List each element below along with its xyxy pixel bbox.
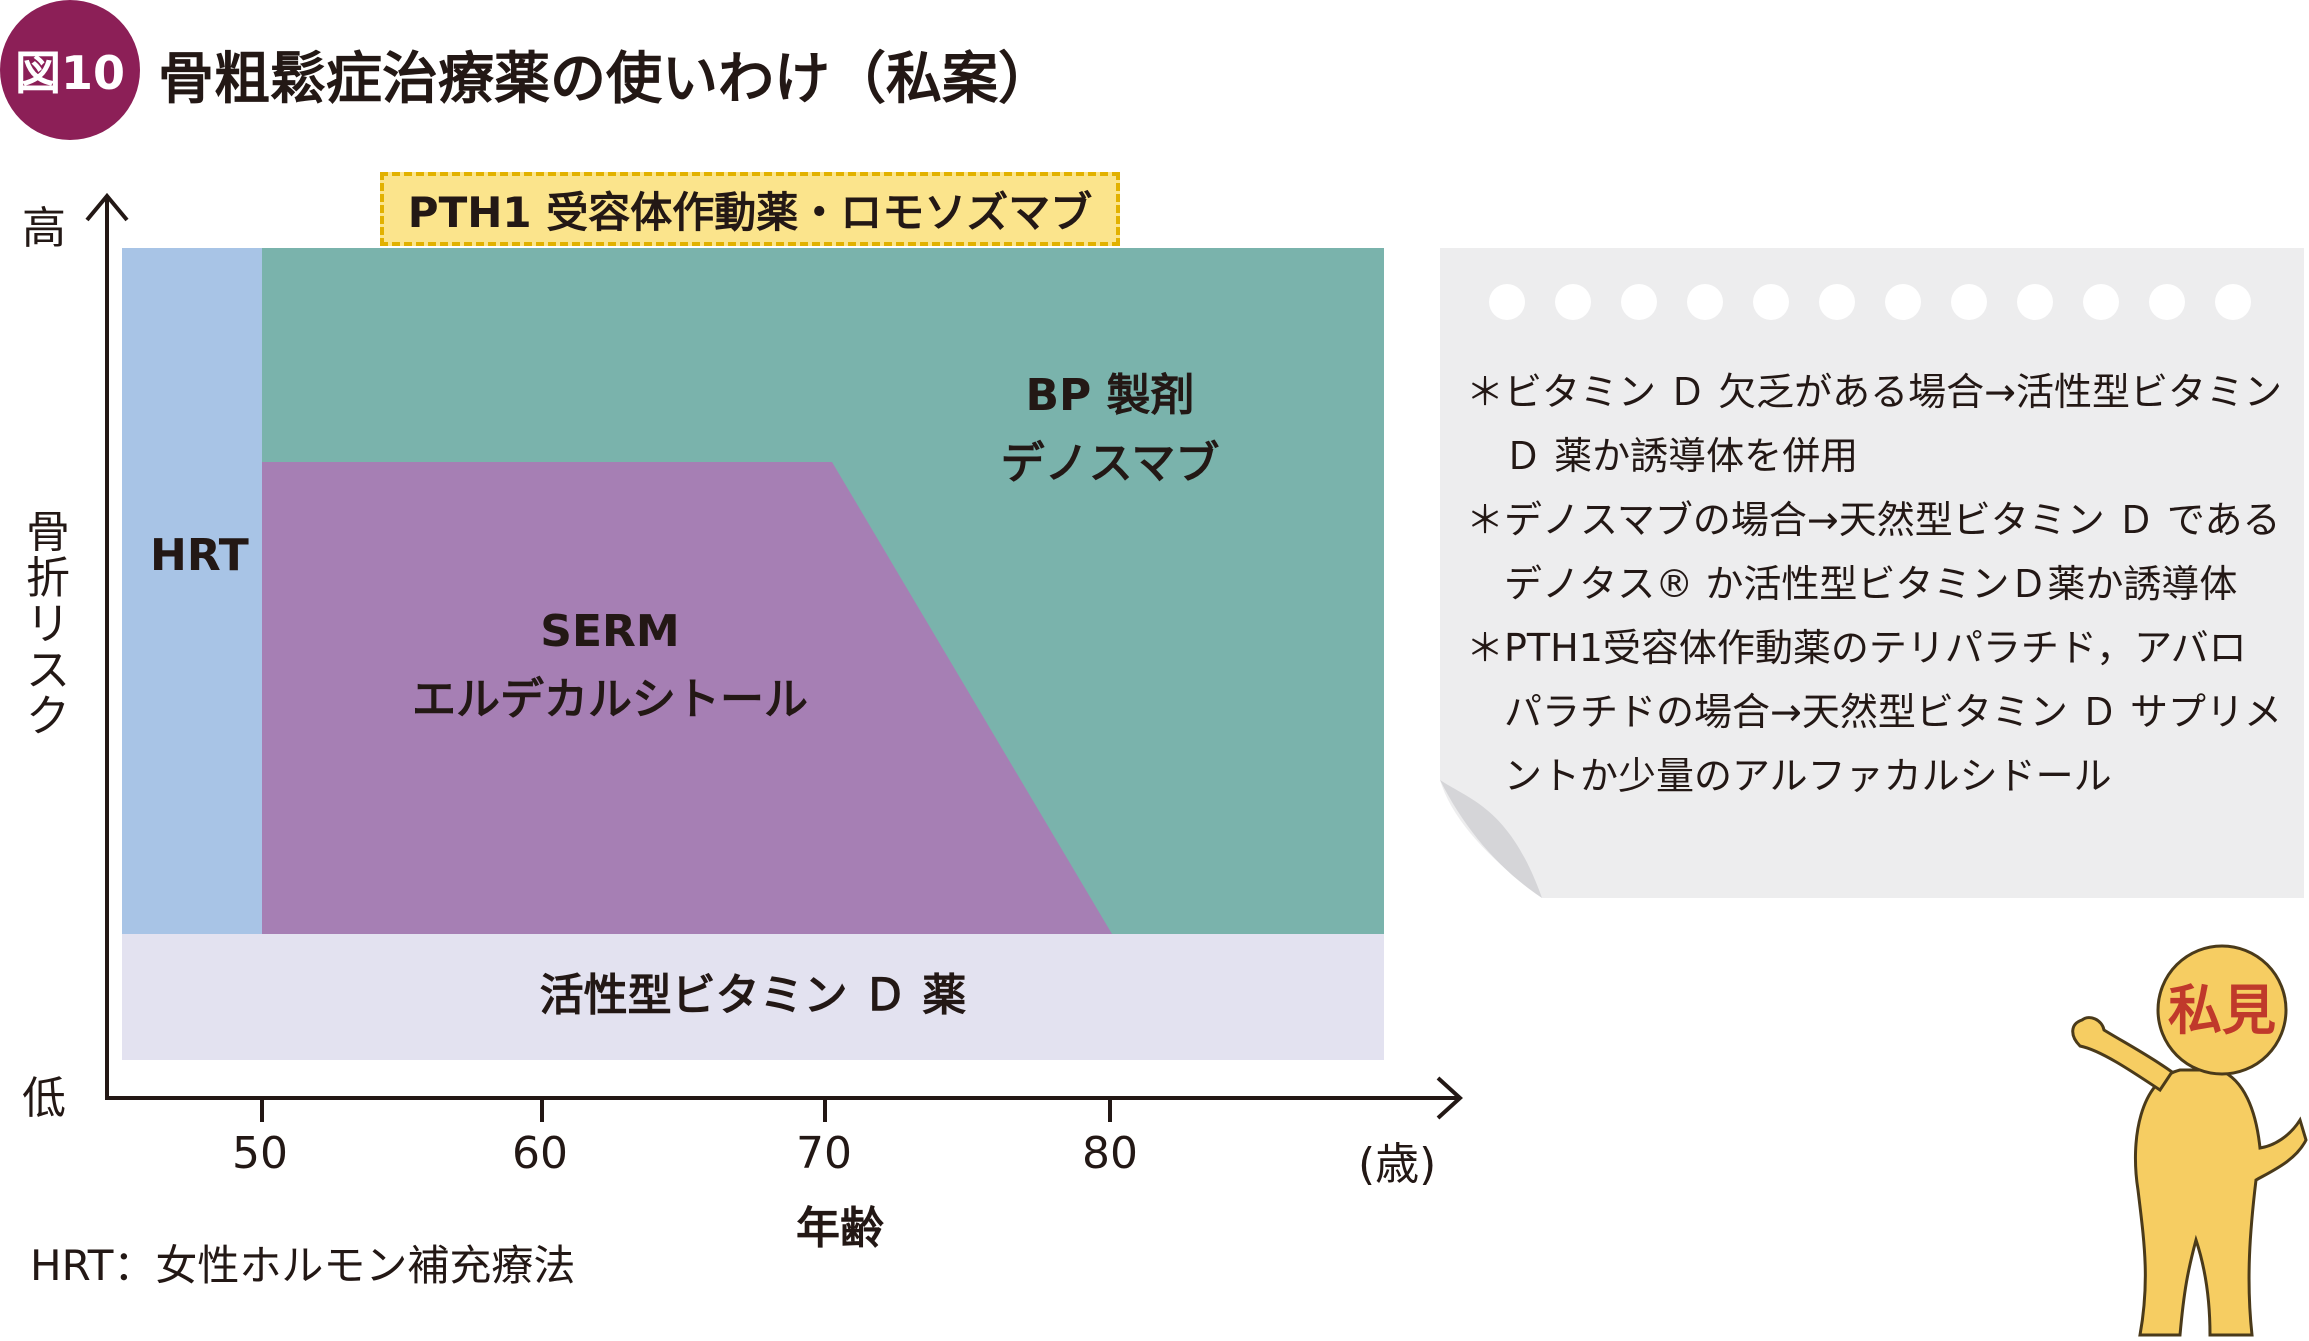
x-axis-arrow — [1436, 1076, 1463, 1120]
x-tick-label: 80 — [1082, 1128, 1138, 1179]
x-tick-label: 50 — [232, 1128, 288, 1179]
binder-hole — [1555, 284, 1591, 320]
x-axis-title: 年齢 — [796, 1203, 884, 1254]
region-serm — [262, 462, 1112, 934]
binder-hole — [2215, 284, 2251, 320]
note-binder-holes — [1489, 284, 2251, 320]
footnote: HRT：女性ホルモン補充療法 — [30, 1241, 576, 1290]
figure-title: 骨粗鬆症治療薬の使いわけ（私案） — [158, 47, 1054, 112]
y-axis-title-char: ク — [26, 691, 70, 742]
note-line: パラチドの場合→天然型ビタミン Ｄ サプリメ — [1466, 690, 2283, 734]
region-label-line: デノスマブ — [1000, 438, 1220, 489]
character-illustration — [2071, 944, 2308, 1337]
x-tick-label: 60 — [512, 1128, 568, 1179]
figure-badge: 図10 — [0, 0, 140, 140]
y-axis-low-label: 低 — [22, 1073, 66, 1124]
opinion-badge: 私見 — [2168, 979, 2276, 1042]
note-line: ＊デノスマブの場合→天然型ビタミン Ｄ である — [1466, 498, 2281, 542]
note-text: ＊ビタミン Ｄ 欠乏がある場合→活性型ビタミン Ｄ 薬か誘導体を併用 ＊デノスマ… — [1466, 360, 2282, 808]
note-line: デノタス® か活性型ビタミンＤ薬か誘導体 — [1466, 562, 2238, 606]
note-line: Ｄ 薬か誘導体を併用 — [1466, 434, 1859, 478]
y-axis-title-char: 骨 — [26, 507, 70, 558]
note-line: ＊PTH1受容体作動薬のテリパラチド，アバロ — [1466, 626, 2247, 670]
y-axis-title-char: リ — [26, 599, 70, 650]
region-label-bp: BP 製剤 デノスマブ — [980, 362, 1240, 498]
y-axis-high-label: 高 — [22, 203, 66, 254]
region-label-vitamin-d: 活性型ビタミン Ｄ 薬 — [539, 970, 967, 1021]
binder-hole — [2149, 284, 2185, 320]
region-label-line: SERM — [540, 606, 680, 657]
binder-hole — [1687, 284, 1723, 320]
region-label-line: エルデカルシトール — [412, 674, 808, 725]
note-line: ントか少量のアルファカルシドール — [1466, 754, 2112, 798]
region-vitamin-d — [122, 934, 1384, 1060]
note-line: ＊ビタミン Ｄ 欠乏がある場合→活性型ビタミン — [1466, 370, 2283, 414]
binder-hole — [2017, 284, 2053, 320]
character-body — [2133, 1068, 2308, 1337]
region-hrt — [122, 248, 264, 934]
chart-area — [85, 192, 1463, 1122]
x-axis-unit: (歳) — [1358, 1139, 1437, 1190]
binder-hole — [1753, 284, 1789, 320]
region-label-line: BP 製剤 — [1025, 370, 1195, 421]
x-tick-label: 70 — [796, 1128, 852, 1179]
y-axis-title-char: ス — [26, 645, 70, 696]
region-label-serm: SERM エルデカルシトール — [390, 598, 830, 734]
binder-hole — [1819, 284, 1855, 320]
binder-hole — [1951, 284, 1987, 320]
region-label-hrt: HRT — [150, 530, 249, 581]
binder-hole — [1621, 284, 1657, 320]
binder-hole — [1885, 284, 1921, 320]
y-axis-arrow — [85, 192, 129, 222]
pth-banner: PTH1 受容体作動薬・ロモソズマブ — [380, 172, 1120, 246]
y-axis-title: 骨 折 リ ス ク — [24, 510, 72, 740]
character-head — [2156, 944, 2288, 1076]
y-axis-title-char: 折 — [26, 553, 70, 604]
character-arm — [2071, 1016, 2175, 1093]
binder-hole — [2083, 284, 2119, 320]
